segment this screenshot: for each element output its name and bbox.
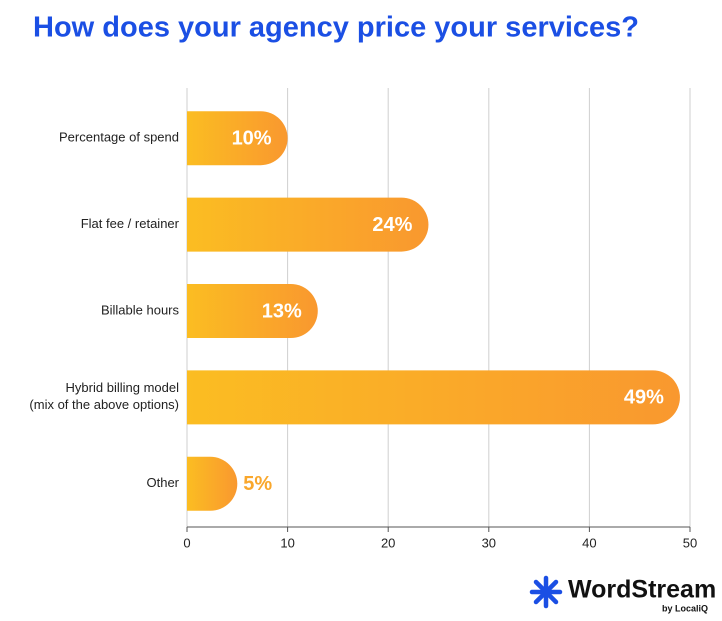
y-tick-label: Percentage of spend [59, 130, 179, 145]
value-label: 13% [262, 300, 302, 322]
y-tick-label: Hybrid billing model (mix of the above op… [29, 380, 179, 412]
y-tick-label: Other [146, 475, 179, 490]
bar [187, 284, 318, 338]
value-label: 5% [243, 473, 272, 495]
chart-title: How does your agency price your services… [33, 12, 639, 44]
logo-tagline: by LocaliQ [662, 603, 708, 613]
x-tick-label: 50 [683, 535, 697, 550]
bar [187, 111, 288, 166]
value-label: 10% [232, 127, 272, 149]
y-tick-label: Billable hours [101, 302, 180, 317]
bar [187, 370, 680, 425]
bar [187, 456, 238, 511]
x-tick-label: 20 [381, 535, 395, 550]
x-tick-label: 30 [482, 535, 496, 550]
logo-icon [529, 575, 563, 609]
logo: WordStream by LocaliQ [529, 575, 716, 613]
x-tick-label: 10 [280, 535, 294, 550]
value-label: 49% [624, 387, 664, 409]
bar [187, 197, 429, 252]
x-tick-label: 0 [183, 535, 190, 550]
logo-name: WordStream [568, 576, 716, 604]
value-label: 24% [372, 214, 412, 236]
x-tick-label: 40 [582, 535, 596, 550]
y-tick-label: Flat fee / retainer [81, 216, 180, 231]
